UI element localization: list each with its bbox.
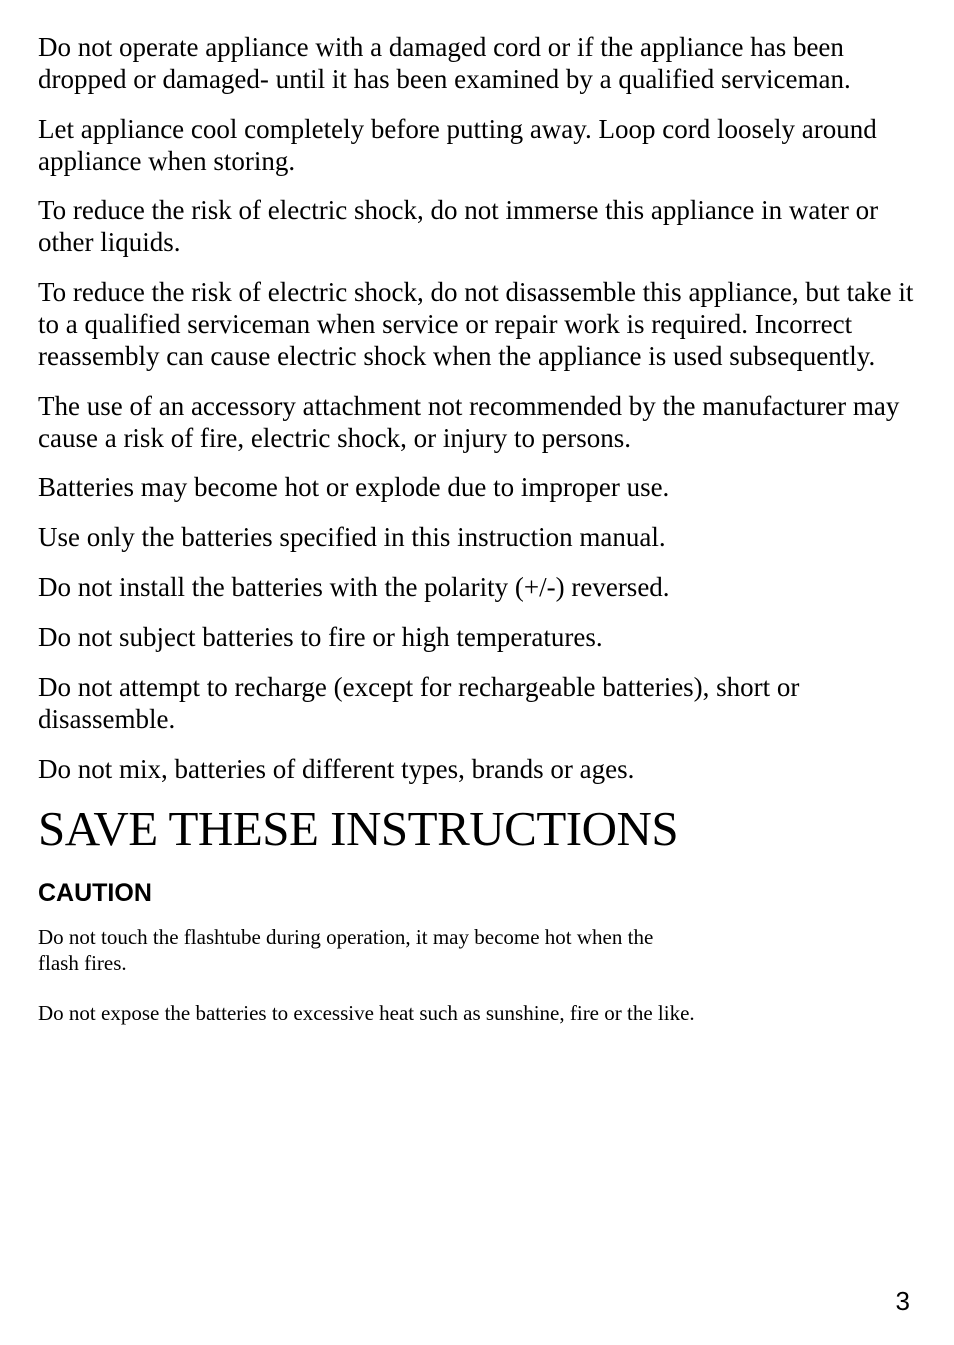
safety-paragraph: Do not operate appliance with a damaged … <box>38 32 916 96</box>
page-number: 3 <box>896 1286 910 1317</box>
caution-paragraph: Do not touch the flashtube during operat… <box>38 924 678 977</box>
safety-paragraph: Use only the batteries specified in this… <box>38 522 916 554</box>
safety-paragraph: Do not attempt to recharge (except for r… <box>38 672 916 736</box>
safety-paragraph: Do not mix, batteries of different types… <box>38 754 916 786</box>
safety-paragraph: The use of an accessory attachment not r… <box>38 391 916 455</box>
caution-label: CAUTION <box>38 879 916 908</box>
safety-paragraph: Batteries may become hot or explode due … <box>38 472 916 504</box>
safety-paragraph: To reduce the risk of electric shock, do… <box>38 195 916 259</box>
save-instructions-heading: SAVE THESE INSTRUCTIONS <box>38 803 916 854</box>
safety-paragraph: Do not subject batteries to fire or high… <box>38 622 916 654</box>
safety-paragraph: Let appliance cool completely before put… <box>38 114 916 178</box>
safety-paragraph: To reduce the risk of electric shock, do… <box>38 277 916 373</box>
safety-paragraph: Do not install the batteries with the po… <box>38 572 916 604</box>
caution-paragraph: Do not expose the batteries to excessive… <box>38 1000 916 1026</box>
